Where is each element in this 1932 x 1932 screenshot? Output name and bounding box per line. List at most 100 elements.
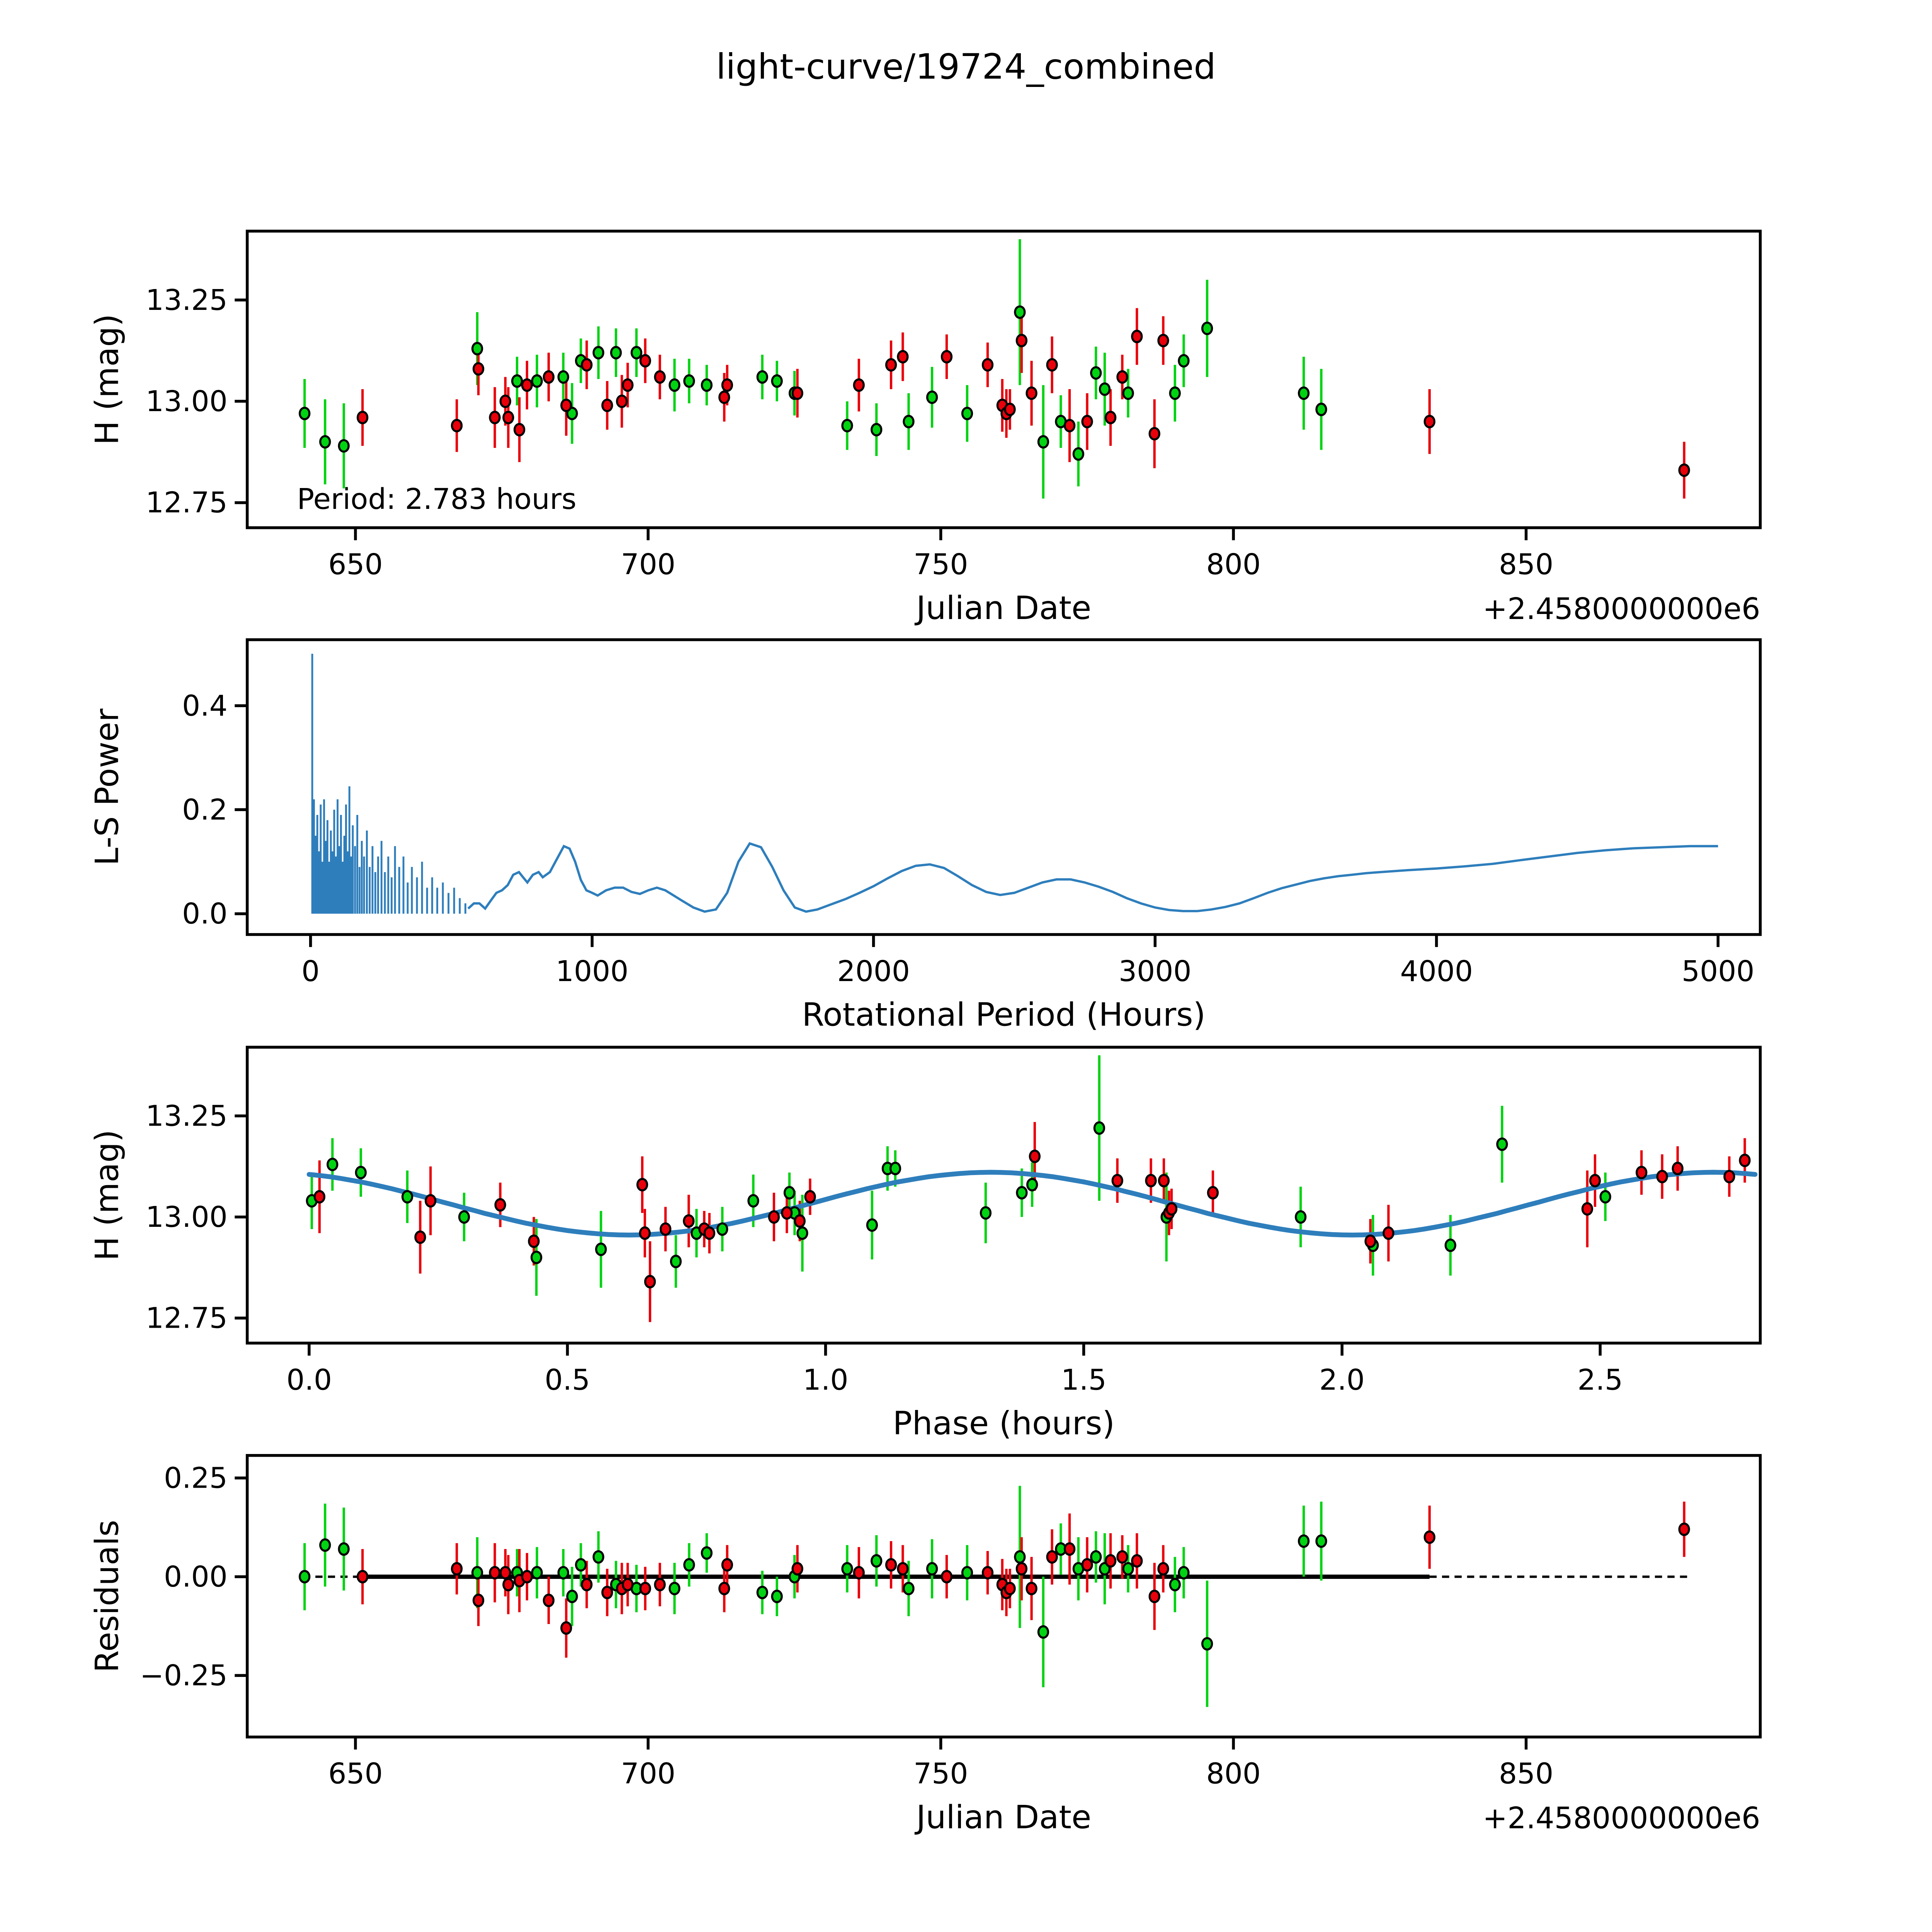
y-tick-label-p4: 0.00: [164, 1560, 228, 1594]
data-point-red: [885, 358, 897, 372]
data-point-green: [1496, 1137, 1508, 1151]
data-point-red: [581, 358, 593, 372]
data-point-green: [595, 1242, 607, 1256]
data-point-green: [866, 1218, 878, 1232]
y-tick-label-p4: −0.25: [140, 1659, 228, 1692]
data-point-red: [1165, 1202, 1178, 1216]
data-point-red: [502, 1578, 514, 1592]
data-point-red: [1145, 1173, 1157, 1187]
data-point-red: [804, 1190, 816, 1204]
y-tick-label-p2: 0.2: [182, 793, 228, 827]
x-tick-label-p1: 700: [621, 548, 675, 581]
data-point-red: [1364, 1234, 1376, 1248]
data-point-green: [1599, 1190, 1611, 1204]
x-tick-label-p1: 650: [328, 548, 383, 581]
data-point-red: [622, 378, 634, 392]
data-point-red: [543, 1594, 555, 1607]
x-tick-label-p4: 800: [1206, 1757, 1261, 1791]
data-point-red: [451, 1562, 463, 1576]
data-point-red: [639, 354, 651, 368]
data-point-red: [514, 423, 526, 437]
data-point-red: [703, 1226, 716, 1240]
data-point-red: [472, 1594, 485, 1607]
data-point-red: [721, 378, 733, 392]
data-point-green: [557, 370, 569, 384]
data-point-red: [794, 1214, 806, 1228]
x-tick-label-p3: 1.5: [1061, 1363, 1107, 1396]
data-point-red: [1636, 1166, 1648, 1179]
data-point-green: [1090, 1550, 1102, 1564]
data-point-green: [592, 346, 604, 360]
data-point-green: [716, 1222, 728, 1236]
data-point-green: [1122, 386, 1134, 400]
data-point-green: [747, 1194, 759, 1208]
data-point-red: [1383, 1226, 1395, 1240]
data-point-red: [636, 1178, 648, 1192]
x-tick-label-p3: 1.0: [803, 1363, 849, 1396]
data-point-green: [1178, 354, 1190, 368]
y-tick-label-p3: 12.75: [146, 1302, 228, 1335]
data-point-red: [654, 1578, 666, 1592]
data-point-red: [768, 1210, 780, 1224]
data-point-green: [338, 1542, 350, 1556]
x-axis-label-p4: Julian Date: [914, 1798, 1091, 1836]
data-point-red: [502, 411, 514, 424]
data-point-red: [1116, 1550, 1128, 1564]
data-point-green: [683, 374, 695, 388]
data-point-green: [1072, 447, 1084, 461]
data-point-red: [1063, 1542, 1076, 1556]
data-point-red: [1104, 411, 1117, 424]
data-point-red: [313, 1190, 326, 1204]
axes-frame-p3: [246, 1046, 1762, 1345]
data-point-red: [1148, 427, 1160, 440]
data-point-green: [401, 1190, 413, 1204]
data-point-green: [575, 1558, 587, 1572]
data-point-green: [355, 1166, 367, 1179]
data-point-green: [511, 374, 523, 388]
data-point-green: [531, 1250, 543, 1264]
data-point-red: [601, 398, 613, 412]
data-point-red: [1157, 1562, 1169, 1576]
data-point-red: [1015, 333, 1028, 347]
data-point-red: [622, 1578, 634, 1592]
periodogram-curve: [467, 842, 1718, 913]
data-point-red: [357, 411, 369, 424]
data-point-green: [841, 1562, 853, 1576]
data-point-red: [1672, 1162, 1684, 1175]
x-tick-label-p4: 850: [1499, 1757, 1553, 1791]
data-point-green: [319, 435, 331, 449]
data-point-red: [1148, 1590, 1160, 1604]
data-point-green: [871, 1554, 883, 1568]
data-point-red: [721, 1558, 733, 1572]
data-point-red: [791, 1562, 803, 1576]
data-point-red: [357, 1570, 369, 1583]
data-point-red: [1029, 1150, 1041, 1163]
figure-title: light-curve/19724_combined: [716, 47, 1216, 87]
x-axis-label-p2: Rotational Period (Hours): [802, 996, 1206, 1034]
subplot-p3: 0.0 0.5 1.0 1.5 2.0 2.5 12.75 13.00 13.25 Phase (…: [88, 1046, 1762, 1442]
x-axis-offset-p4: +2.4580000000e6: [1483, 1801, 1760, 1835]
x-tick-label-p4: 750: [913, 1757, 968, 1791]
x-axis-label-p3: Phase (hours): [893, 1405, 1115, 1442]
data-point-green: [557, 1566, 569, 1580]
data-point-red: [499, 1566, 511, 1580]
x-tick-label-p4: 650: [328, 1757, 383, 1791]
data-point-red: [489, 1566, 501, 1580]
y-tick-label-p2: 0.0: [182, 897, 228, 930]
data-point-green: [683, 1558, 695, 1572]
x-axis-label-p1: Julian Date: [914, 589, 1091, 627]
data-point-red: [639, 1226, 651, 1240]
x-tick-label-p1: 850: [1499, 548, 1553, 581]
data-point-red: [521, 378, 533, 392]
x-axis-offset-p1: +2.4580000000e6: [1483, 592, 1760, 626]
y-axis-label-p3: H (mag): [88, 1129, 126, 1260]
data-point-red: [1111, 1173, 1123, 1187]
data-point-green: [668, 1582, 680, 1595]
x-tick-label-p2: 0: [301, 955, 320, 988]
data-point-red: [885, 1558, 897, 1572]
data-point-red: [683, 1214, 695, 1228]
data-point-red: [616, 395, 628, 408]
data-point-red: [781, 1206, 793, 1220]
